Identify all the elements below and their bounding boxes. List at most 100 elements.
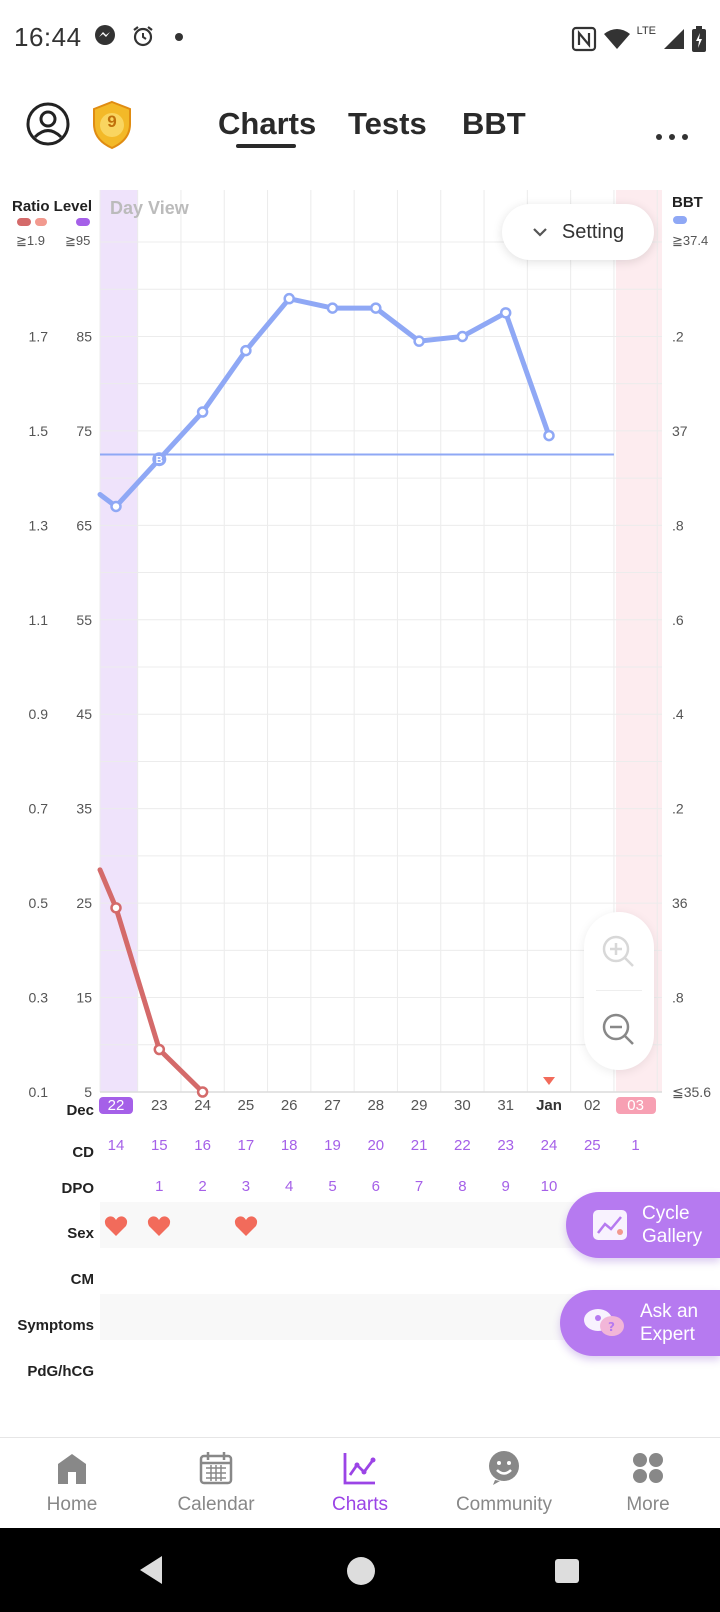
- row-label-symptoms: Symptoms: [17, 1317, 94, 1334]
- row-label-dec: Dec: [66, 1102, 94, 1119]
- network-type: LTE: [636, 25, 656, 37]
- nav-calendar[interactable]: Calendar: [144, 1438, 288, 1528]
- ratio-legend-dot: [17, 218, 31, 226]
- level-tick-label: 65: [76, 517, 92, 533]
- ratio-tick-label: 0.1: [29, 1084, 49, 1100]
- bbt-tick-label: 36: [672, 895, 688, 911]
- ovulation-band: [100, 190, 138, 1092]
- more-grid-icon: [633, 1453, 663, 1483]
- nav-community[interactable]: Community: [432, 1438, 576, 1528]
- ratio-series-line: [97, 867, 206, 1095]
- nav-home-label: Home: [46, 1494, 98, 1515]
- dpo-cell: 1: [155, 1178, 164, 1195]
- dpo-cell: 3: [241, 1178, 251, 1195]
- day-view-label: Day View: [110, 198, 189, 218]
- cycle-gallery-label: Cycle Gallery: [642, 1202, 702, 1248]
- wifi-icon: [603, 29, 630, 49]
- cd-cell: 22: [454, 1137, 471, 1154]
- date-cell: 29: [410, 1097, 428, 1114]
- tab-tests[interactable]: Tests: [348, 106, 427, 141]
- alarm-icon: [133, 26, 153, 47]
- cd-cell: 15: [150, 1137, 168, 1154]
- battery-icon: [692, 26, 706, 52]
- bbt-tick-label: .2: [672, 801, 684, 817]
- level-badge[interactable]: 9: [90, 100, 134, 150]
- nav-charts[interactable]: Charts: [288, 1438, 432, 1528]
- bbt-tick-label: .4: [672, 706, 684, 722]
- dpo-cell: 9: [501, 1178, 510, 1195]
- cd-cell: 25: [583, 1137, 601, 1154]
- bbt-data-point: [543, 429, 555, 442]
- home-icon: [58, 1454, 86, 1484]
- bbt-data-point: [110, 500, 122, 513]
- coverline-marker: [152, 452, 167, 467]
- cd-cell: 14: [107, 1137, 125, 1154]
- row-label-cd: CD: [72, 1144, 94, 1161]
- status-time: 16:44: [14, 22, 82, 52]
- ratio-tick-label: 1.7: [29, 328, 49, 344]
- zoom-out-icon[interactable]: [599, 1010, 639, 1050]
- bottom-navigation: Home Calendar Charts Community More: [0, 1437, 720, 1527]
- bbt-tick-label: .6: [672, 612, 684, 628]
- cycle-gallery-line2: Gallery: [642, 1226, 703, 1247]
- bbt-data-point: [413, 335, 425, 347]
- nav-home[interactable]: Home: [0, 1438, 144, 1528]
- nav-charts-label: Charts: [332, 1494, 388, 1515]
- date-cell: 31: [497, 1097, 515, 1114]
- profile-avatar-icon[interactable]: [26, 102, 70, 146]
- setting-button[interactable]: Setting: [502, 204, 654, 260]
- nfc-icon: [571, 26, 596, 52]
- level-tick-label: 75: [76, 423, 92, 439]
- cd-cell: 24: [540, 1137, 558, 1154]
- heart-icon: [148, 1216, 171, 1236]
- back-icon[interactable]: [136, 1554, 166, 1586]
- bbt-tick-label: .2: [672, 328, 684, 344]
- bbt-data-point: [283, 292, 295, 305]
- ask-expert-line1: Ask an: [640, 1301, 699, 1322]
- row-label-dpo: DPO: [61, 1180, 94, 1197]
- cd-cell: 17: [237, 1137, 255, 1154]
- ratio-data-point: [153, 1043, 166, 1056]
- ratio-tick-label: 0.5: [29, 895, 49, 911]
- cycle-gallery-button[interactable]: Cycle Gallery: [566, 1192, 720, 1258]
- zoom-in-icon[interactable]: [599, 932, 639, 972]
- nav-community-label: Community: [455, 1494, 553, 1515]
- bbt-tick-label: 37: [672, 423, 688, 439]
- level-tick-label: 35: [76, 801, 92, 817]
- ratio-tick-label: 1.5: [29, 423, 49, 439]
- chart-area[interactable]: 1.7 85.2 1.5 75 37 1.3 65.8 1.1 55.6 0.9 45.4 0.7 35…: [0, 190, 720, 1420]
- bbt-data-point: [499, 307, 512, 319]
- cd-cell: 19: [324, 1137, 341, 1154]
- ask-expert-label: Ask an Expert: [640, 1300, 698, 1346]
- date-cell: 24: [194, 1097, 211, 1114]
- date-cell: 02: [583, 1097, 601, 1114]
- ask-expert-line2: Expert: [640, 1324, 695, 1345]
- nav-more[interactable]: More: [576, 1438, 720, 1528]
- bbt-chart[interactable]: 1.7 85.21.5 75 371.3 65.81.1 55.60.9 45.40.7 35…: [0, 190, 720, 1420]
- ratio-tick-label: 1.1: [29, 612, 49, 628]
- dpo-cell: 2: [198, 1178, 207, 1195]
- badge-level-number: 9: [107, 112, 117, 131]
- cd-cell: 20: [367, 1137, 385, 1154]
- recents-icon[interactable]: [554, 1558, 580, 1584]
- ask-expert-button[interactable]: ? Ask an Expert: [560, 1290, 720, 1356]
- home-circle-icon[interactable]: [346, 1556, 376, 1586]
- shield-badge-icon: [93, 100, 131, 150]
- tab-bbt[interactable]: BBT: [462, 106, 526, 141]
- ratio-tick-label: 0.7: [29, 801, 49, 817]
- dpo-cell: 10: [540, 1178, 558, 1195]
- bbt-tick-label: .8: [672, 990, 684, 1006]
- zoom-divider: [596, 990, 642, 991]
- bbt-legend-dot: [673, 216, 687, 224]
- active-tab-indicator: [236, 144, 296, 148]
- bbt-tick-label: .8: [672, 517, 684, 533]
- date-cell: 27: [324, 1097, 341, 1114]
- level-tick-label: 25: [76, 895, 92, 911]
- more-menu-button[interactable]: [654, 116, 690, 150]
- ratio-data-point: [110, 902, 122, 914]
- coverline-marker-label: B: [156, 455, 163, 466]
- level-tick-label: 85: [76, 328, 92, 344]
- tab-charts[interactable]: Charts: [218, 106, 317, 141]
- bbt-data-point: [326, 302, 339, 314]
- level-tick-label: 15: [76, 990, 92, 1006]
